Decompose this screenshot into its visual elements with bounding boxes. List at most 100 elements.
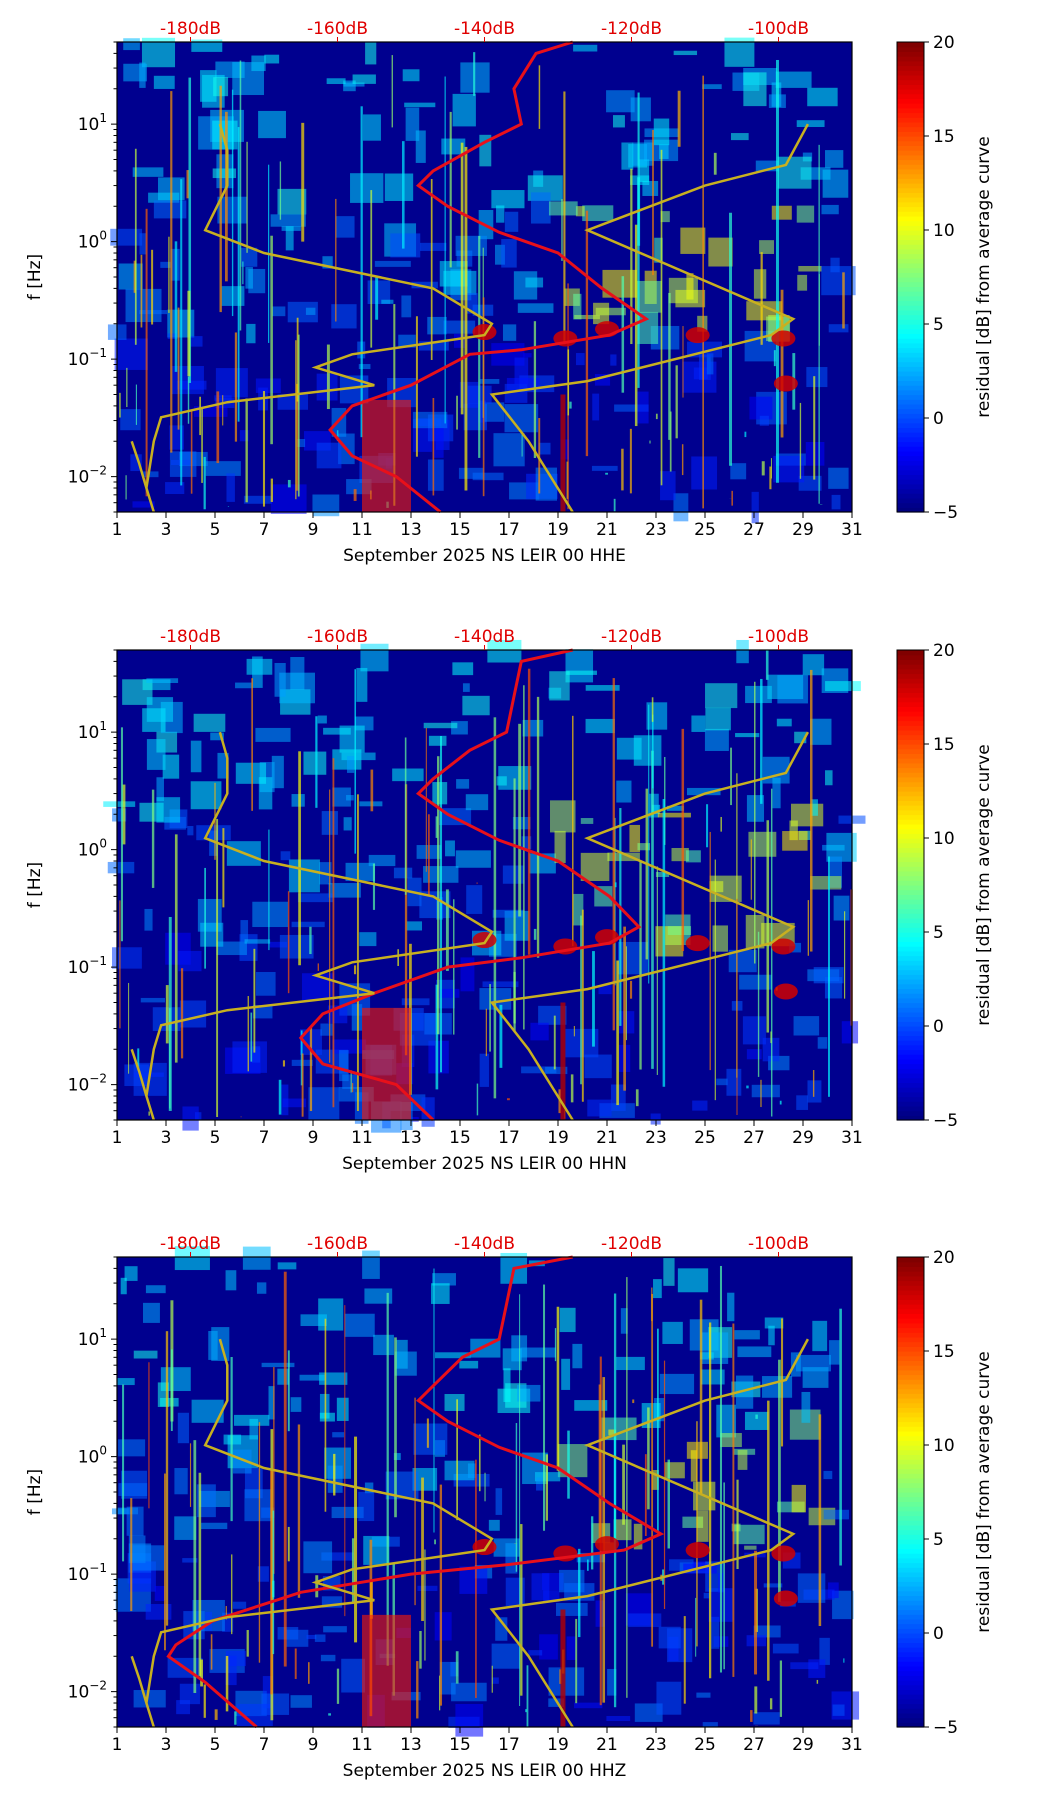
x-tick-label: 15 bbox=[449, 1735, 471, 1755]
x-tick-label: 5 bbox=[210, 1128, 221, 1148]
y-tick-label: 100 bbox=[78, 1444, 107, 1468]
spectrogram-texture bbox=[103, 639, 866, 1133]
top-db-tick-label: -100dB bbox=[748, 1234, 809, 1254]
x-tick-label: 31 bbox=[841, 1735, 863, 1755]
x-tick-label: 21 bbox=[596, 1128, 618, 1148]
high-noise-model-curve bbox=[489, 123, 810, 513]
x-tick-label: 25 bbox=[694, 1128, 716, 1148]
x-tick-label: 23 bbox=[645, 1128, 667, 1148]
y-axis-label: f [Hz] bbox=[25, 1469, 45, 1515]
top-db-tick-label: -140dB bbox=[454, 1234, 515, 1254]
top-db-tick-label: -180dB bbox=[160, 19, 221, 39]
x-tick-label: 25 bbox=[694, 520, 716, 540]
x-tick-label: 3 bbox=[161, 520, 172, 540]
x-tick-label: 17 bbox=[498, 520, 520, 540]
high-noise-model-curve bbox=[489, 731, 810, 1121]
colorbar-tick-label: 15 bbox=[933, 127, 955, 147]
x-tick-label: 13 bbox=[400, 1128, 422, 1148]
colorbar: −5 0 5 10 15 20 residual [dB] from average cur… bbox=[896, 33, 994, 523]
y-tick-label: 10−1 bbox=[68, 346, 107, 370]
high-noise-model-curve bbox=[489, 1338, 810, 1728]
top-db-tick-label: -160dB bbox=[307, 1234, 368, 1254]
y-tick-label: 10−2 bbox=[68, 464, 107, 488]
colorbar-tick-label: 0 bbox=[933, 1624, 944, 1644]
x-tick-label: 5 bbox=[210, 1735, 221, 1755]
y-tick-label: 101 bbox=[78, 111, 107, 135]
colorbar-tick-label: −5 bbox=[933, 503, 958, 523]
top-db-tick-label: -140dB bbox=[454, 19, 515, 39]
x-tick-label: 19 bbox=[547, 1128, 569, 1148]
y-tick-label: 10−1 bbox=[68, 1561, 107, 1585]
x-tick-label: 21 bbox=[596, 1735, 618, 1755]
x-axis-label: September 2025 NS LEIR 00 HHN bbox=[342, 1154, 627, 1174]
x-tick-label: 13 bbox=[400, 1735, 422, 1755]
x-axis-label: September 2025 NS LEIR 00 HHE bbox=[343, 546, 626, 566]
x-tick-label: 29 bbox=[792, 1128, 814, 1148]
colorbar-label: residual [dB] from average curve bbox=[974, 136, 994, 417]
colorbar-tick-label: −5 bbox=[933, 1718, 958, 1738]
x-tick-label: 11 bbox=[351, 520, 373, 540]
colorbar-tick-label: 20 bbox=[933, 641, 955, 661]
x-tick-label: 31 bbox=[841, 520, 863, 540]
colorbar-tick-label: 20 bbox=[933, 33, 955, 53]
colorbar-label: residual [dB] from average curve bbox=[974, 1351, 994, 1632]
top-db-tick-label: -120dB bbox=[601, 1234, 662, 1254]
y-tick-label: 10−2 bbox=[68, 1679, 107, 1703]
x-tick-label: 1 bbox=[112, 1128, 123, 1148]
x-tick-label: 17 bbox=[498, 1735, 520, 1755]
x-tick-label: 7 bbox=[259, 520, 270, 540]
x-tick-label: 21 bbox=[596, 520, 618, 540]
colorbar-tick-label: 15 bbox=[933, 1342, 955, 1362]
x-tick-label: 17 bbox=[498, 1128, 520, 1148]
x-tick-label: 15 bbox=[449, 520, 471, 540]
colorbar-tick-label: 0 bbox=[933, 409, 944, 429]
colorbar-tick-label: 15 bbox=[933, 735, 955, 755]
colorbar-tick-label: 5 bbox=[933, 923, 944, 943]
colorbar: −5 0 5 10 15 20 residual [dB] from average cur… bbox=[896, 641, 994, 1131]
x-tick-label: 7 bbox=[259, 1735, 270, 1755]
colorbar-tick-label: 0 bbox=[933, 1017, 944, 1037]
x-tick-label: 29 bbox=[792, 1735, 814, 1755]
average-psd-curve bbox=[298, 648, 642, 1122]
top-db-tick-label: -160dB bbox=[307, 19, 368, 39]
colorbar-tick-label: 20 bbox=[933, 1248, 955, 1268]
colorbar-tick-label: 10 bbox=[933, 829, 955, 849]
colorbar-tick-label: −5 bbox=[933, 1111, 958, 1131]
y-axis-label: f [Hz] bbox=[25, 254, 45, 300]
spectrogram-texture bbox=[111, 1246, 860, 1737]
x-tick-label: 27 bbox=[743, 520, 765, 540]
top-db-tick-label: -180dB bbox=[160, 1234, 221, 1254]
x-tick-label: 27 bbox=[743, 1735, 765, 1755]
top-db-tick-label: -100dB bbox=[748, 19, 809, 39]
colorbar-tick-label: 10 bbox=[933, 1436, 955, 1456]
x-tick-label: 5 bbox=[210, 520, 221, 540]
average-psd-curve bbox=[328, 40, 650, 514]
y-tick-label: 101 bbox=[78, 719, 107, 743]
colorbar-label: residual [dB] from average curve bbox=[974, 744, 994, 1025]
top-db-tick-label: -120dB bbox=[601, 19, 662, 39]
y-tick-label: 100 bbox=[78, 837, 107, 861]
x-tick-label: 9 bbox=[308, 520, 319, 540]
x-tick-label: 1 bbox=[112, 1735, 123, 1755]
top-db-tick-label: -160dB bbox=[307, 627, 368, 647]
x-tick-label: 11 bbox=[351, 1735, 373, 1755]
x-tick-label: 7 bbox=[259, 1128, 270, 1148]
colorbar-tick-label: 5 bbox=[933, 1530, 944, 1550]
x-tick-label: 1 bbox=[112, 520, 123, 540]
top-db-tick-label: -120dB bbox=[601, 627, 662, 647]
x-tick-label: 15 bbox=[449, 1128, 471, 1148]
x-tick-label: 9 bbox=[308, 1735, 319, 1755]
colorbar-tick-label: 5 bbox=[933, 315, 944, 335]
x-tick-label: 23 bbox=[645, 520, 667, 540]
x-tick-label: 27 bbox=[743, 1128, 765, 1148]
x-tick-label: 3 bbox=[161, 1735, 172, 1755]
x-tick-label: 19 bbox=[547, 520, 569, 540]
top-db-tick-label: -140dB bbox=[454, 627, 515, 647]
x-tick-label: 13 bbox=[400, 520, 422, 540]
x-tick-label: 9 bbox=[308, 1128, 319, 1148]
x-tick-label: 31 bbox=[841, 1128, 863, 1148]
x-tick-label: 29 bbox=[792, 520, 814, 540]
